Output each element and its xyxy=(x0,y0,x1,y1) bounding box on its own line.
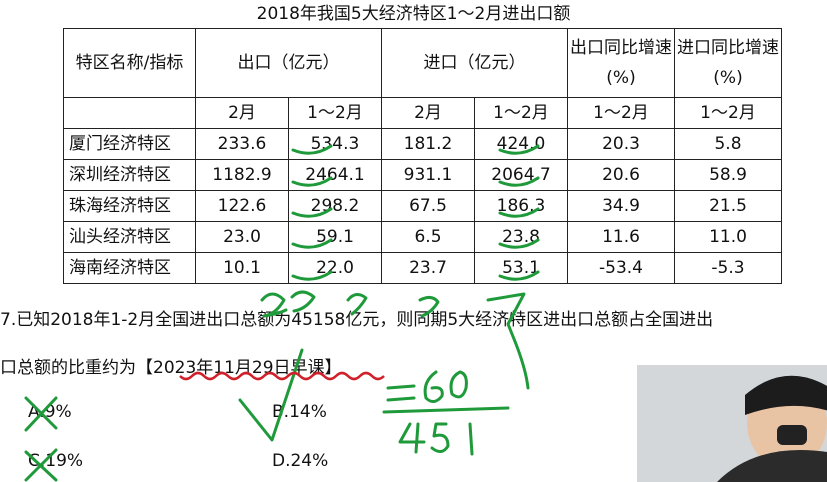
cell-imp-growth: 21.5 xyxy=(674,190,782,222)
question-line-1: 7.已知2018年1-2月全国进出口总额为45158亿元，则同期5大经济特区进出… xyxy=(0,310,714,330)
cell-imp-growth: 5.8 xyxy=(674,128,782,160)
cell-exp-janfeb: 22.0 xyxy=(288,252,382,284)
header-import-label: 进口（亿元） xyxy=(423,53,526,73)
header-name-blank xyxy=(63,97,196,129)
cell-imp-growth: 58.9 xyxy=(674,159,782,191)
subheader-exp-janfeb: 1～2月 xyxy=(288,97,382,129)
option-b[interactable]: B.14% xyxy=(272,402,327,422)
table-title: 2018年我国5大经济特区1～2月进出口额 xyxy=(256,4,571,24)
question-date-tag: 2023年11月29日早课 xyxy=(153,358,325,378)
cell-exp-growth: 11.6 xyxy=(567,221,675,253)
cell-imp-feb: 67.5 xyxy=(381,190,475,222)
cell-exp-feb: 233.6 xyxy=(195,128,289,160)
fraction-zero xyxy=(449,370,468,399)
table-row: 厦门经济特区 233.6 534.3 181.2 424.0 20.3 5.8 xyxy=(63,128,782,160)
fraction-four xyxy=(398,422,426,454)
cell-exp-janfeb: 2464.1 xyxy=(288,159,382,191)
cell-imp-growth: 11.0 xyxy=(674,221,782,253)
option-c[interactable]: C.19% xyxy=(28,451,84,471)
cell-imp-janfeb: 23.8 xyxy=(474,221,568,253)
header-import-growth: 进口同比增速(%) xyxy=(674,28,782,98)
cell-exp-janfeb: 59.1 xyxy=(288,221,382,253)
cell-imp-janfeb: 2064.7 xyxy=(474,159,568,191)
cell-exp-janfeb: 534.3 xyxy=(288,128,382,160)
header-name-label: 特区名称/指标 xyxy=(75,53,184,73)
cell-exp-feb: 122.6 xyxy=(195,190,289,222)
cell-imp-feb: 6.5 xyxy=(381,221,475,253)
table-row: 汕头经济特区 23.0 59.1 6.5 23.8 11.6 11.0 xyxy=(63,221,782,253)
header-import: 进口（亿元） xyxy=(381,28,568,98)
cell-exp-janfeb: 298.2 xyxy=(288,190,382,222)
cell-exp-feb: 10.1 xyxy=(195,252,289,284)
table-row: 海南经济特区 10.1 22.0 23.7 53.1 -53.4 -5.3 xyxy=(63,252,782,284)
header-export-growth: 出口同比增速(%) xyxy=(567,28,675,98)
question-line-2: 口总额的比重约为【2023年11月29日早课】 xyxy=(0,353,342,378)
header-name: 特区名称/指标 xyxy=(63,28,196,98)
header-export: 出口（亿元） xyxy=(195,28,382,98)
header-import-growth-label: 进口同比增速(%) xyxy=(677,38,779,88)
cell-exp-growth: -53.4 xyxy=(567,252,675,284)
row-name: 海南经济特区 xyxy=(63,252,196,284)
cell-imp-janfeb: 186.3 xyxy=(474,190,568,222)
row-name: 深圳经济特区 xyxy=(63,159,196,191)
option-d[interactable]: D.24% xyxy=(272,451,329,471)
row-name: 珠海经济特区 xyxy=(63,190,196,222)
fraction-six xyxy=(423,370,444,403)
option-a[interactable]: A.9% xyxy=(28,402,72,422)
question-line-2-suffix: 】 xyxy=(324,358,342,378)
presenter-video xyxy=(637,365,827,482)
subheader-imp-feb: 2月 xyxy=(381,97,475,129)
cell-imp-janfeb: 424.0 xyxy=(474,128,568,160)
cell-exp-feb: 23.0 xyxy=(195,221,289,253)
subheader-exp-growth: 1～2月 xyxy=(567,97,675,129)
question-line-2-prefix: 口总额的比重约为【 xyxy=(0,358,153,378)
cell-imp-feb: 931.1 xyxy=(381,159,475,191)
header-export-growth-label: 出口同比增速(%) xyxy=(570,38,672,88)
cell-imp-feb: 181.2 xyxy=(381,128,475,160)
cell-exp-feb: 1182.9 xyxy=(195,159,289,191)
subheader-exp-feb: 2月 xyxy=(195,97,289,129)
subheader-imp-janfeb: 1～2月 xyxy=(474,97,568,129)
data-table: 特区名称/指标 出口（亿元） 进口（亿元） 出口同比增速(%) 进口同比增速(%… xyxy=(63,28,782,284)
cell-imp-janfeb: 53.1 xyxy=(474,252,568,284)
fraction-bar xyxy=(382,406,510,414)
header-export-label: 出口（亿元） xyxy=(237,53,340,73)
cell-exp-growth: 34.9 xyxy=(567,190,675,222)
cell-imp-feb: 23.7 xyxy=(381,252,475,284)
cell-exp-growth: 20.6 xyxy=(567,159,675,191)
subheader-imp-growth: 1～2月 xyxy=(674,97,782,129)
row-name: 厦门经济特区 xyxy=(63,128,196,160)
cell-exp-growth: 20.3 xyxy=(567,128,675,160)
fraction-equals xyxy=(386,384,416,402)
presenter-figure xyxy=(637,365,827,482)
fraction-five xyxy=(430,422,450,453)
table-row: 深圳经济特区 1182.9 2464.1 931.1 2064.7 20.6 5… xyxy=(63,159,782,191)
row-name: 汕头经济特区 xyxy=(63,221,196,253)
table-row: 珠海经济特区 122.6 298.2 67.5 186.3 34.9 21.5 xyxy=(63,190,782,222)
cell-imp-growth: -5.3 xyxy=(674,252,782,284)
fraction-one xyxy=(468,422,474,456)
